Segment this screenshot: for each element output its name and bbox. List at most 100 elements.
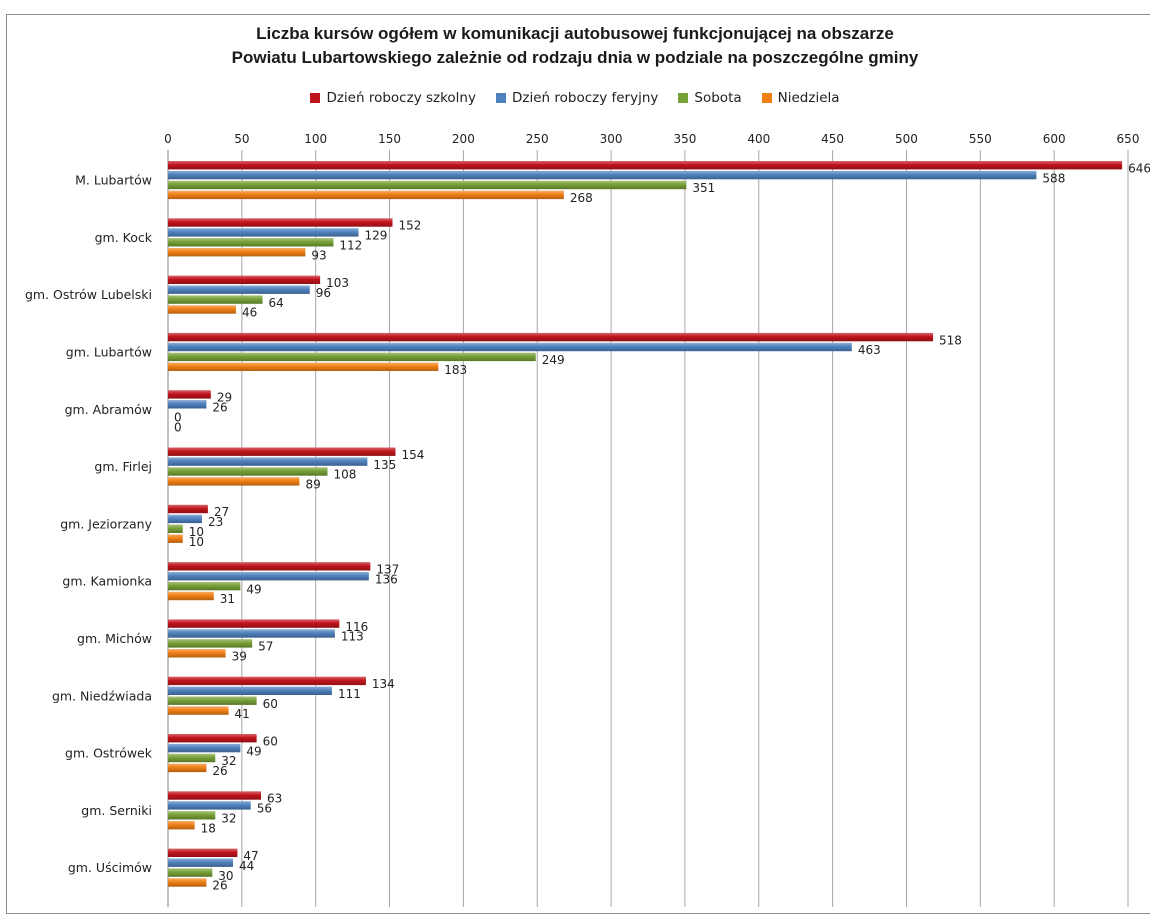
- data-label: 646: [1128, 161, 1150, 175]
- data-label: 39: [232, 650, 247, 664]
- data-label: 134: [372, 677, 395, 691]
- data-label: 64: [269, 296, 284, 310]
- category-label: gm. Jeziorzany: [60, 516, 152, 531]
- data-label: 249: [542, 353, 565, 367]
- bar: [168, 332, 934, 342]
- bar: [168, 734, 257, 743]
- data-label: 103: [326, 276, 349, 290]
- category-label: gm. Abramów: [65, 402, 152, 417]
- legend-swatch: [678, 93, 689, 103]
- data-label: 23: [208, 515, 223, 529]
- x-tick-label: 250: [526, 132, 549, 146]
- legend-item-sobota: Sobota: [678, 90, 742, 106]
- data-label: 183: [444, 363, 467, 377]
- bar: [168, 581, 241, 591]
- category-label: gm. Kock: [95, 230, 153, 245]
- x-tick-label: 450: [821, 132, 844, 146]
- bar: [168, 791, 262, 800]
- bar: [168, 696, 257, 705]
- data-label: 41: [235, 707, 250, 721]
- bar: [168, 238, 334, 247]
- bar: [168, 447, 396, 456]
- data-label: 32: [221, 754, 236, 768]
- data-label: 588: [1042, 171, 1065, 185]
- data-label: 29: [217, 391, 232, 405]
- data-label: 137: [376, 563, 399, 577]
- x-tick-label: 200: [452, 132, 475, 146]
- x-tick-label: 400: [747, 132, 770, 146]
- data-label: 116: [345, 620, 368, 634]
- legend-item-dzien-roboczy-szkolny: Dzień roboczy szkolny: [310, 90, 476, 106]
- data-label: 49: [246, 582, 261, 596]
- data-label: 30: [218, 869, 233, 883]
- data-label: 10: [189, 535, 204, 549]
- bar: [168, 285, 310, 294]
- x-tick-label: 50: [234, 132, 249, 146]
- chart-title-line-2: Powiatu Lubartowskiego zależnie od rodza…: [231, 48, 919, 67]
- bar: [168, 342, 852, 352]
- bar: [168, 400, 207, 409]
- legend: Dzień roboczy szkolny Dzień roboczy fery…: [0, 90, 1150, 106]
- legend-swatch: [310, 93, 321, 103]
- bar: [168, 524, 183, 533]
- x-tick-label: 0: [164, 132, 172, 146]
- x-tick-label: 150: [378, 132, 401, 146]
- legend-label: Sobota: [694, 90, 742, 106]
- data-label: 111: [338, 687, 361, 701]
- data-label: 27: [214, 505, 229, 519]
- legend-item-niedziela: Niedziela: [761, 90, 840, 106]
- data-label: 32: [221, 812, 236, 826]
- legend-label: Dzień roboczy szkolny: [326, 90, 476, 106]
- category-label: gm. Ostrów Lubelski: [25, 287, 152, 302]
- data-label: 129: [365, 229, 388, 243]
- bar: [168, 504, 208, 514]
- data-label: 47: [243, 849, 258, 863]
- data-label: 108: [334, 468, 357, 482]
- bar: [168, 753, 216, 763]
- category-label: M. Lubartów: [75, 173, 152, 188]
- bar: [168, 514, 202, 524]
- bar: [168, 801, 251, 810]
- bar: [168, 858, 233, 867]
- bar: [168, 649, 226, 658]
- bar: [168, 639, 253, 648]
- data-label: 63: [267, 792, 282, 806]
- bar: [168, 352, 536, 362]
- bar: [168, 161, 1123, 170]
- category-label: gm. Uścimów: [68, 860, 152, 875]
- data-label: 268: [570, 191, 593, 205]
- legend-swatch: [495, 93, 506, 103]
- data-label: 26: [212, 764, 227, 778]
- bar: [168, 190, 564, 200]
- data-label: 0: [174, 420, 182, 434]
- category-label: gm. Serniki: [81, 803, 152, 818]
- legend-item-dzien-roboczy-feryjny: Dzień roboczy feryjny: [495, 90, 658, 106]
- bar: [168, 390, 211, 399]
- bar: [168, 868, 213, 877]
- data-label: 10: [189, 525, 204, 539]
- data-label: 49: [246, 744, 261, 758]
- bar: [168, 821, 195, 830]
- bar: [168, 467, 328, 476]
- data-label: 154: [401, 448, 424, 462]
- data-label: 60: [263, 734, 278, 748]
- x-tick-label: 350: [673, 132, 696, 146]
- data-label: 31: [220, 592, 235, 606]
- x-tick-label: 500: [895, 132, 918, 146]
- bar: [168, 763, 207, 773]
- bar: [168, 295, 263, 304]
- data-label: 518: [939, 333, 962, 347]
- data-label: 152: [398, 219, 421, 233]
- category-label: gm. Ostrówek: [65, 746, 153, 761]
- x-tick-label: 650: [1117, 132, 1140, 146]
- bar: [168, 534, 183, 543]
- legend-swatch: [761, 93, 772, 103]
- data-label: 112: [339, 239, 362, 253]
- data-label: 0: [174, 410, 182, 424]
- data-label: 113: [341, 630, 364, 644]
- category-label: gm. Niedźwiada: [52, 688, 152, 703]
- chart-title-line-1: Liczba kursów ogółem w komunikacji autob…: [256, 24, 894, 43]
- x-tick-label: 600: [1043, 132, 1066, 146]
- data-label: 89: [305, 478, 320, 492]
- data-label: 56: [257, 802, 272, 816]
